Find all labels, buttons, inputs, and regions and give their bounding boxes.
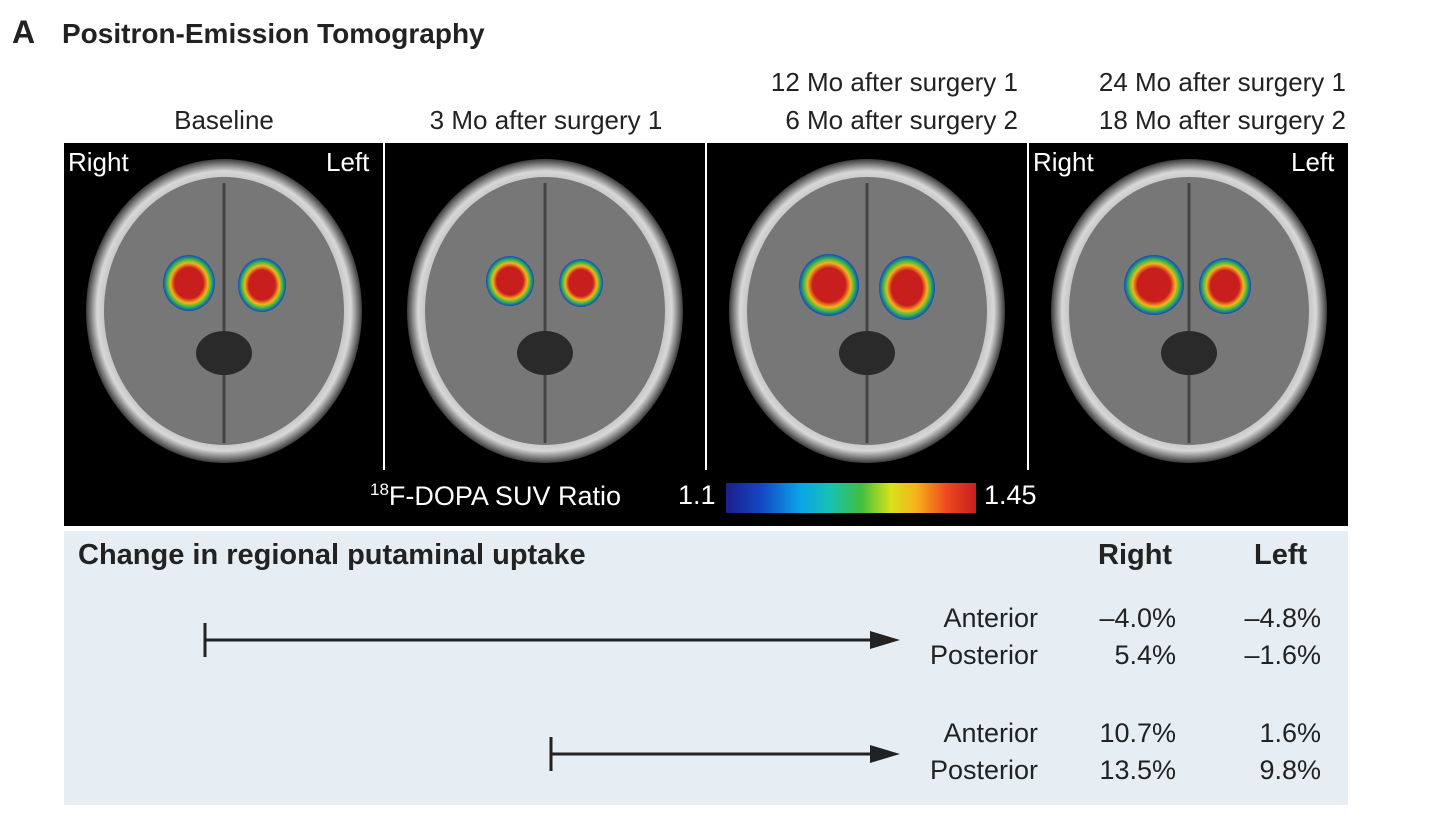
scan-divider (705, 143, 707, 470)
value-left: –1.6% (1244, 640, 1321, 670)
pet-scan-12mo (707, 143, 1027, 470)
value-left: –4.8% (1244, 603, 1321, 633)
column-label-12mo-line2: 6 Mo after surgery 2 (785, 105, 1018, 135)
color-scale-gradient (726, 483, 976, 513)
value-right: 10.7% (1099, 718, 1176, 748)
row-label-anterior: Anterior (943, 718, 1038, 748)
panel-letter: A (12, 14, 36, 50)
color-scale-text: F-DOPA SUV Ratio (388, 481, 621, 511)
side-label-left: Left (326, 147, 370, 177)
scan-divider (1027, 143, 1029, 470)
value-left: 1.6% (1259, 718, 1321, 748)
color-scale-max: 1.45 (984, 480, 1037, 510)
uptake-table: Change in regional putaminal uptake Righ… (64, 531, 1348, 805)
brain-scan-image (86, 159, 362, 463)
value-right: 13.5% (1099, 755, 1176, 785)
header-right: Right (1098, 539, 1173, 571)
color-scale-label: 18F-DOPA SUV Ratio (370, 480, 621, 512)
brain-scan-image (407, 159, 683, 463)
isotope-superscript: 18 (370, 480, 389, 499)
column-label-24mo-line2: 18 Mo after surgery 2 (1098, 105, 1346, 135)
timeline-arrow-1 (203, 623, 900, 657)
side-label-left: Left (1291, 147, 1335, 177)
value-right: –4.0% (1099, 603, 1176, 633)
pet-scan-24mo: Right Left (1029, 143, 1348, 470)
side-label-right: Right (68, 147, 129, 177)
table-title: Change in regional putaminal uptake (78, 539, 586, 571)
column-label-baseline: Baseline (174, 105, 274, 135)
value-right: 5.4% (1114, 640, 1176, 670)
value-left: 9.8% (1259, 755, 1321, 785)
column-label-24mo-line1: 24 Mo after surgery 1 (1098, 67, 1346, 97)
scan-divider (383, 143, 385, 470)
pet-scan-baseline: Right Left (64, 143, 383, 470)
side-label-right: Right (1033, 147, 1094, 177)
timeline-arrow-2 (549, 737, 900, 771)
panel-title: Positron-Emission Tomography (62, 18, 485, 49)
row-label-anterior: Anterior (943, 603, 1038, 633)
pet-scan-3mo (385, 143, 705, 470)
column-label-3mo: 3 Mo after surgery 1 (429, 105, 663, 135)
brain-scan-image (729, 159, 1005, 463)
pet-scan-strip: Right Left (64, 143, 1348, 470)
color-scale-min: 1.1 (678, 480, 716, 510)
timeline-arrows (203, 623, 900, 771)
brain-scan-image (1051, 159, 1327, 463)
row-label-posterior: Posterior (929, 755, 1038, 785)
header-left: Left (1254, 539, 1308, 571)
color-scale-bar: 18F-DOPA SUV Ratio 1.1 1.45 (64, 470, 1348, 526)
row-label-posterior: Posterior (929, 640, 1038, 670)
column-label-12mo-line1: 12 Mo after surgery 1 (770, 67, 1018, 97)
